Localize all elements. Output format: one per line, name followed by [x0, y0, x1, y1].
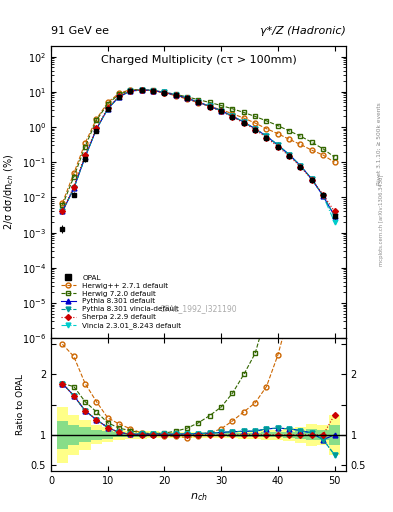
Text: OPAL_1992_I321190: OPAL_1992_I321190: [160, 305, 237, 313]
Text: γ*/Z (Hadronic): γ*/Z (Hadronic): [260, 26, 346, 36]
Y-axis label: 2/σ dσ/dn$_{ch}$ (%): 2/σ dσ/dn$_{ch}$ (%): [3, 154, 17, 230]
X-axis label: $n_{ch}$: $n_{ch}$: [189, 492, 208, 503]
Y-axis label: Ratio to OPAL: Ratio to OPAL: [16, 374, 25, 435]
Legend: OPAL, Herwig++ 2.7.1 default, Herwig 7.2.0 default, Pythia 8.301 default, Pythia: OPAL, Herwig++ 2.7.1 default, Herwig 7.2…: [58, 272, 184, 332]
Text: 91 GeV ee: 91 GeV ee: [51, 26, 109, 36]
Text: Rivet 3.1.10; ≥ 500k events: Rivet 3.1.10; ≥ 500k events: [377, 102, 382, 185]
Text: Charged Multiplicity (cτ > 100mm): Charged Multiplicity (cτ > 100mm): [101, 55, 296, 65]
Text: mcplots.cern.ch [arXiv:1306.3436]: mcplots.cern.ch [arXiv:1306.3436]: [380, 175, 384, 266]
